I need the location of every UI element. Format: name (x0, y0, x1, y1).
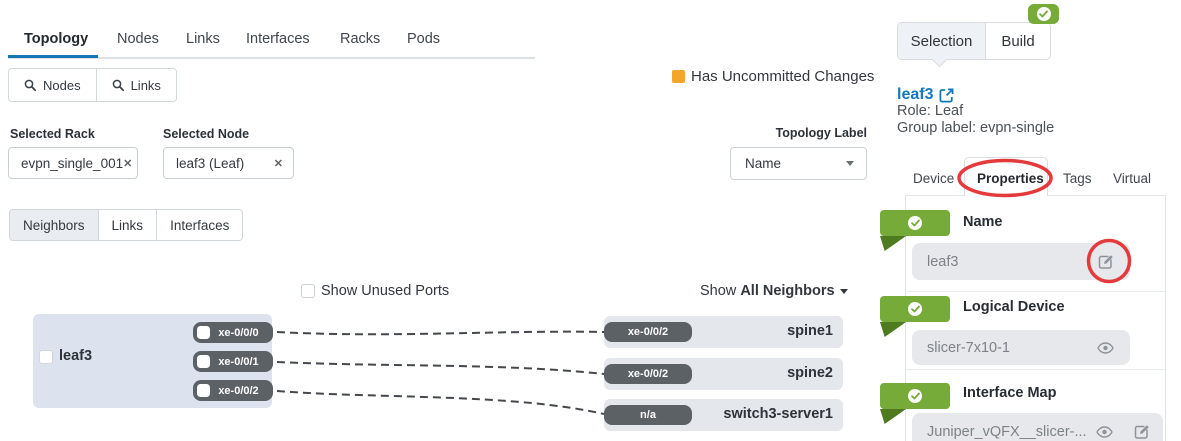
interface-map-value: Juniper_vQFX__slicer-... (927, 423, 1087, 440)
logical-device-value: slicer-7x10-1 (927, 339, 1010, 356)
panel-tab-selection[interactable]: Selection (898, 23, 986, 59)
section-divider (906, 291, 1165, 292)
selected-node-label: Selected Node (163, 127, 250, 141)
uncommitted-changes-label: Has Uncommitted Changes (691, 68, 875, 85)
nodes-search-label: Nodes (43, 77, 81, 93)
port-label: xe-0/0/0 (218, 326, 259, 339)
external-link-icon (939, 88, 954, 103)
panel-tab-group: Selection Build (897, 22, 1051, 60)
leaf3-node-label: leaf3 (59, 348, 93, 364)
ribbon-fold (880, 322, 906, 337)
neighbor-port-chip: n/a (604, 405, 692, 425)
eye-icon[interactable] (1096, 425, 1113, 438)
show-neighbors-value: All Neighbors (740, 283, 835, 299)
selected-node-value: leaf3 (Leaf) (176, 155, 245, 171)
show-neighbors-prefix: Show (700, 283, 737, 299)
detail-tab-tags[interactable]: Tags (1063, 171, 1092, 186)
name-section-title: Name (963, 214, 1003, 230)
check-icon (1036, 7, 1051, 21)
section-divider (906, 369, 1165, 370)
tab-pods[interactable]: Pods (407, 31, 441, 47)
selected-rack-label: Selected Rack (10, 127, 95, 141)
link-connector-lines (276, 330, 605, 415)
tab-nodes[interactable]: Nodes (117, 31, 159, 47)
port-chip[interactable]: xe-0/0/0 (193, 322, 273, 343)
links-search-label: Links (130, 77, 161, 93)
selected-rack-chip[interactable]: evpn_single_001 ✕ (8, 147, 138, 179)
node-role-text: Role: Leaf (897, 103, 964, 119)
edit-icon[interactable] (1098, 254, 1114, 270)
nodes-search-button[interactable]: Nodes (9, 69, 96, 101)
build-status-badge (1028, 4, 1059, 24)
active-tab-indicator (8, 55, 98, 58)
port-label: xe-0/0/2 (218, 384, 259, 397)
port-chip[interactable]: xe-0/0/1 (193, 351, 273, 372)
links-search-button[interactable]: Links (95, 69, 176, 101)
logical-device-section-title: Logical Device (963, 299, 1065, 315)
neighbor-name: switch3-server1 (723, 406, 833, 422)
panel-tab-build[interactable]: Build (986, 23, 1050, 59)
interface-map-section-title: Interface Map (963, 385, 1057, 401)
clear-node-icon[interactable]: ✕ (273, 157, 283, 170)
success-ribbon (880, 296, 950, 322)
neighbor-spine1-box[interactable]: xe-0/0/2 spine1 (604, 316, 843, 348)
search-button-group: Nodes Links (8, 68, 177, 102)
eye-icon[interactable] (1097, 341, 1114, 354)
port-label: xe-0/0/1 (218, 355, 259, 368)
check-icon (908, 389, 922, 403)
topology-label-label: Topology Label (775, 126, 867, 140)
interface-map-field: Juniper_vQFX__slicer-... (912, 413, 1163, 441)
name-field-value: leaf3 (927, 253, 959, 270)
leaf3-detail-link[interactable]: leaf3 (897, 86, 954, 104)
chevron-down-icon (839, 289, 848, 294)
node-group-label-text: Group label: evpn-single (897, 120, 1055, 136)
tab-links[interactable]: Links (186, 31, 220, 47)
view-tab-group: Neighbors Links Interfaces (9, 209, 244, 241)
view-tab-neighbors[interactable]: Neighbors (10, 210, 98, 240)
name-field: leaf3 (912, 243, 1130, 280)
topology-label-select[interactable]: Name (730, 147, 867, 180)
detail-tab-properties[interactable]: Properties (977, 171, 1044, 186)
topology-label-value: Name (745, 156, 782, 171)
check-icon (908, 302, 922, 316)
port-checkbox[interactable] (197, 326, 210, 339)
show-unused-ports-checkbox[interactable] (301, 284, 315, 298)
show-unused-ports-label: Show Unused Ports (321, 283, 450, 299)
success-ribbon (880, 210, 950, 236)
edit-icon[interactable] (1134, 424, 1150, 440)
tab-topology[interactable]: Topology (24, 31, 89, 47)
clear-rack-icon[interactable]: ✕ (123, 157, 133, 170)
view-tab-interfaces[interactable]: Interfaces (156, 210, 243, 240)
search-icon (24, 79, 37, 92)
tab-interfaces[interactable]: Interfaces (246, 31, 310, 47)
uncommitted-changes-swatch (672, 70, 685, 83)
check-icon (908, 216, 922, 230)
success-ribbon (880, 383, 950, 409)
leaf3-link-label: leaf3 (897, 86, 934, 103)
detail-tab-virtual[interactable]: Virtual (1113, 171, 1152, 186)
leaf3-checkbox[interactable] (39, 350, 53, 364)
logical-device-field: slicer-7x10-1 (912, 330, 1130, 365)
ribbon-fold (880, 236, 906, 251)
neighbor-switch3-server1-box[interactable]: n/a switch3-server1 (604, 399, 843, 431)
search-icon (112, 79, 125, 92)
neighbor-name: spine2 (787, 365, 833, 381)
selected-node-chip[interactable]: leaf3 (Leaf) ✕ (163, 147, 294, 179)
port-checkbox[interactable] (197, 355, 210, 368)
neighbor-port-chip: xe-0/0/2 (604, 364, 692, 384)
selected-rack-value: evpn_single_001 (21, 155, 124, 171)
view-tab-links[interactable]: Links (97, 210, 157, 240)
neighbor-spine2-box[interactable]: xe-0/0/2 spine2 (604, 358, 843, 390)
show-all-neighbors-dropdown[interactable]: Show All Neighbors (700, 283, 848, 299)
neighbor-name: spine1 (787, 323, 833, 339)
port-checkbox[interactable] (197, 384, 210, 397)
ribbon-fold (880, 409, 906, 424)
port-chip[interactable]: xe-0/0/2 (193, 380, 273, 401)
neighbor-port-chip: xe-0/0/2 (604, 322, 692, 342)
tabs-divider (8, 57, 535, 59)
tab-racks[interactable]: Racks (340, 31, 381, 47)
detail-tab-device[interactable]: Device (913, 171, 955, 186)
chevron-down-icon (846, 161, 854, 166)
